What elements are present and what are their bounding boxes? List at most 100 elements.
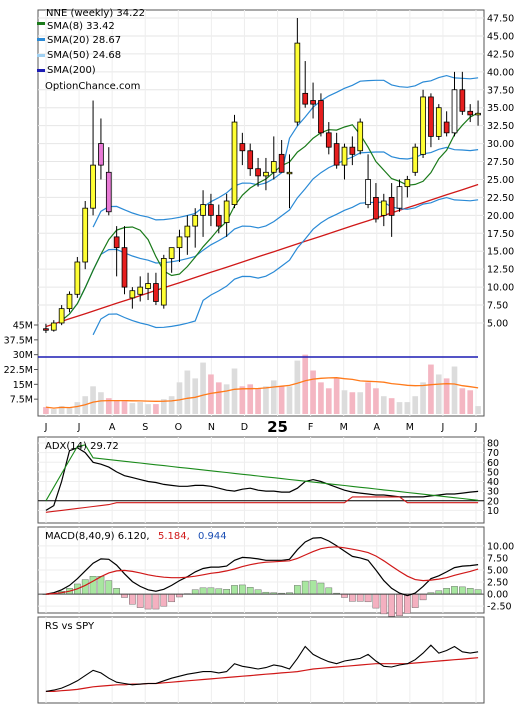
macd-histogram-bar	[364, 593, 372, 603]
legend-swatch-sma8	[37, 22, 45, 25]
volume-bar	[50, 409, 57, 414]
candle-body	[318, 100, 324, 134]
candle-body	[231, 121, 238, 205]
adx-tick-label: 30	[487, 487, 499, 498]
lower-band-line	[92, 196, 479, 336]
volume-tick-label: 7.5M	[10, 395, 33, 406]
volume-bar	[43, 407, 49, 414]
macd-hist-value: 0.944	[198, 531, 227, 542]
candle-body	[302, 92, 309, 105]
candle-body	[270, 161, 277, 173]
macd-histogram-bar	[231, 585, 238, 595]
candle-body	[176, 236, 183, 249]
candle-body	[310, 100, 316, 105]
adx-tick-label: 60	[487, 458, 499, 469]
volume-bar	[58, 406, 65, 414]
price-tick-label: 47.50	[487, 14, 514, 25]
candle-body	[160, 258, 167, 306]
volume-bar	[184, 370, 191, 414]
macd-histogram-bar	[435, 590, 443, 595]
candle-body	[286, 171, 293, 175]
month-label: D	[241, 422, 248, 433]
volume-bar	[310, 370, 316, 414]
candle-body	[168, 247, 175, 259]
macd-histogram-bar	[451, 586, 458, 595]
macd-histogram-bar	[301, 580, 309, 595]
month-label: 25	[267, 418, 288, 436]
volume-tick-label: 45M	[13, 321, 33, 332]
candle-body	[420, 96, 426, 155]
candlesticks	[43, 18, 481, 334]
rs-panel-frame	[37, 616, 485, 704]
volume-tick-label: 37.5M	[4, 335, 33, 346]
macd-line	[45, 536, 479, 597]
price-panel-frame	[37, 9, 485, 417]
month-label: J	[474, 422, 478, 433]
volume-tick-label: 15M	[13, 380, 33, 391]
adx-tick-label: 80	[487, 439, 499, 450]
legend-sma20: SMA(20) 28.67	[47, 35, 121, 46]
volume-bar	[333, 378, 340, 414]
candle-body	[278, 153, 285, 173]
candle-body	[396, 186, 403, 209]
price-tick-label: 40.00	[487, 67, 514, 78]
price-tick-label: 25.00	[487, 175, 514, 186]
candle-body	[263, 171, 269, 177]
macd-tick-label: 2.50	[487, 578, 508, 589]
macd-tick-label: 0.00	[487, 590, 508, 601]
legend-sma8: SMA(8) 33.42	[47, 21, 115, 32]
macd-histogram-bar	[443, 588, 450, 595]
macd-histogram-bar	[199, 587, 207, 595]
month-label: O	[175, 422, 182, 433]
macd-signal-line	[45, 546, 479, 595]
month-label: A	[109, 422, 116, 433]
macd-histogram-bar	[356, 593, 364, 602]
macd-histogram-bar	[246, 587, 254, 595]
candle-body	[200, 204, 206, 216]
volume-bar	[459, 388, 466, 414]
volume-bar	[247, 384, 254, 414]
candle-body	[467, 110, 474, 116]
price-tick-label: 7.50	[487, 301, 508, 312]
candle-body	[153, 283, 159, 302]
volume-bar	[129, 403, 136, 414]
month-label: J	[44, 422, 48, 433]
price-tick-label: 12.50	[487, 265, 514, 276]
volume-bar	[90, 386, 96, 414]
candle-body	[43, 328, 49, 331]
plus-di-line	[45, 444, 479, 502]
candle-body	[239, 143, 246, 152]
volume-bar	[231, 368, 238, 414]
volume-bar	[373, 388, 379, 414]
candle-body	[145, 283, 151, 289]
adx-line	[45, 447, 479, 511]
candle-body	[333, 143, 340, 166]
macd-histogram-bar	[239, 584, 246, 595]
sma20-line	[69, 146, 479, 315]
candle-body	[105, 171, 112, 213]
volume-bar	[451, 366, 458, 414]
volume-bar	[278, 386, 285, 414]
candle-body	[435, 107, 442, 137]
candle-body	[208, 204, 214, 216]
price-tick-label: 5.00	[487, 319, 508, 330]
month-label: A	[374, 422, 381, 433]
candle-body	[373, 197, 379, 220]
macd-histogram-bar	[404, 593, 411, 614]
volume-bar	[208, 374, 214, 414]
legend-sma200: SMA(200)	[47, 65, 96, 76]
volume-bar	[428, 364, 434, 414]
macd-histogram-bar	[466, 588, 474, 595]
macd-histogram-bar	[396, 593, 403, 617]
candle-body	[192, 214, 199, 227]
legend-swatch-sma200	[37, 69, 45, 72]
macd-histogram-bar	[325, 587, 333, 595]
volume-bar	[239, 386, 246, 414]
volume-bar	[341, 390, 348, 414]
month-label: J	[77, 422, 81, 433]
macd-histogram-bar	[474, 589, 482, 595]
volume-bar	[467, 390, 474, 414]
price-tick-label: 22.50	[487, 193, 514, 204]
volume-bar	[168, 396, 175, 414]
